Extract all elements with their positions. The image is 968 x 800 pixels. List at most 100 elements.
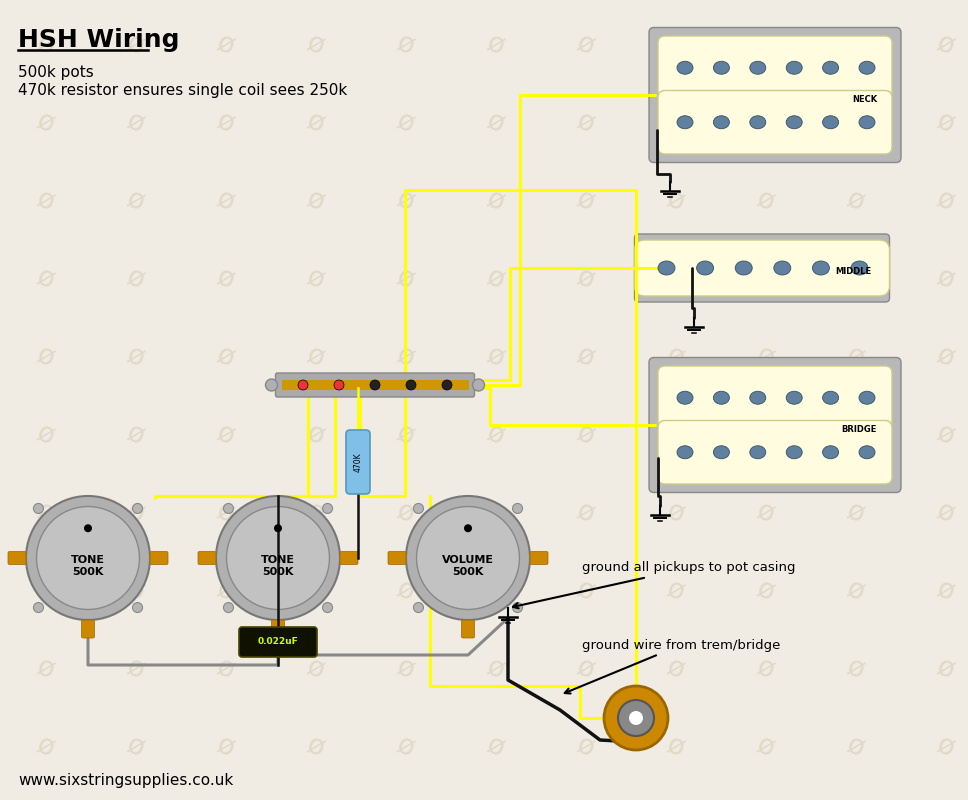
Circle shape	[869, 262, 882, 274]
Ellipse shape	[713, 446, 730, 458]
Text: ø: ø	[752, 185, 777, 217]
FancyBboxPatch shape	[346, 430, 370, 494]
Text: ø: ø	[572, 419, 597, 451]
Text: ø: ø	[392, 497, 418, 529]
Circle shape	[26, 496, 150, 620]
Text: HSH Wiring: HSH Wiring	[18, 28, 179, 52]
Text: ø: ø	[662, 419, 687, 451]
Ellipse shape	[658, 261, 675, 275]
Circle shape	[512, 602, 523, 613]
Text: ø: ø	[302, 575, 328, 607]
Text: ø: ø	[302, 107, 328, 139]
Ellipse shape	[823, 446, 838, 458]
Text: ø: ø	[122, 419, 148, 451]
Text: ø: ø	[662, 341, 687, 373]
Text: 470K: 470K	[353, 452, 362, 472]
Ellipse shape	[750, 62, 766, 74]
Text: ø: ø	[752, 29, 777, 61]
Text: ø: ø	[302, 29, 328, 61]
FancyBboxPatch shape	[388, 551, 406, 565]
FancyBboxPatch shape	[8, 551, 26, 565]
Circle shape	[442, 380, 452, 390]
Circle shape	[472, 379, 485, 391]
Text: ø: ø	[842, 653, 867, 685]
Text: ø: ø	[572, 341, 597, 373]
Text: ø: ø	[392, 107, 418, 139]
Text: TONE
500K: TONE 500K	[71, 555, 105, 577]
Circle shape	[406, 496, 530, 620]
Text: MIDDLE: MIDDLE	[835, 266, 871, 275]
Text: ø: ø	[752, 419, 777, 451]
Ellipse shape	[773, 261, 791, 275]
FancyBboxPatch shape	[462, 620, 474, 638]
Text: ø: ø	[212, 575, 238, 607]
Text: ø: ø	[752, 731, 777, 763]
Circle shape	[877, 418, 891, 432]
Ellipse shape	[736, 261, 752, 275]
Text: ø: ø	[662, 731, 687, 763]
Text: ø: ø	[32, 497, 58, 529]
Text: ø: ø	[302, 263, 328, 295]
Text: NECK: NECK	[852, 95, 877, 105]
Circle shape	[512, 503, 523, 514]
Circle shape	[322, 503, 333, 514]
Text: TONE
500K: TONE 500K	[261, 555, 295, 577]
Text: ø: ø	[482, 419, 508, 451]
Text: ø: ø	[842, 575, 867, 607]
Text: ø: ø	[662, 29, 687, 61]
Text: ø: ø	[662, 653, 687, 685]
Circle shape	[659, 418, 673, 432]
Ellipse shape	[697, 261, 713, 275]
Text: ø: ø	[212, 341, 238, 373]
Text: ø: ø	[932, 419, 957, 451]
FancyBboxPatch shape	[81, 620, 95, 638]
Text: ø: ø	[302, 497, 328, 529]
Text: ø: ø	[302, 419, 328, 451]
Text: ø: ø	[932, 185, 957, 217]
Circle shape	[227, 506, 329, 610]
Bar	[282, 380, 469, 390]
Text: ø: ø	[842, 419, 867, 451]
Text: ø: ø	[662, 263, 687, 295]
Text: ø: ø	[752, 341, 777, 373]
Circle shape	[265, 379, 278, 391]
Text: ø: ø	[932, 497, 957, 529]
Text: ø: ø	[392, 263, 418, 295]
Text: ø: ø	[752, 263, 777, 295]
Ellipse shape	[812, 261, 830, 275]
Text: ø: ø	[932, 107, 957, 139]
Ellipse shape	[677, 62, 693, 74]
Circle shape	[322, 602, 333, 613]
Text: ø: ø	[302, 341, 328, 373]
Text: ø: ø	[122, 497, 148, 529]
Text: www.sixstringsupplies.co.uk: www.sixstringsupplies.co.uk	[18, 773, 233, 788]
Text: ø: ø	[572, 263, 597, 295]
Text: ø: ø	[572, 731, 597, 763]
Circle shape	[464, 524, 472, 532]
Text: ø: ø	[662, 185, 687, 217]
Text: ø: ø	[662, 575, 687, 607]
FancyBboxPatch shape	[276, 373, 474, 397]
Ellipse shape	[786, 391, 802, 404]
Text: ø: ø	[752, 107, 777, 139]
Circle shape	[618, 700, 654, 736]
Text: ø: ø	[662, 497, 687, 529]
Ellipse shape	[851, 261, 868, 275]
Ellipse shape	[823, 116, 838, 129]
Text: ø: ø	[572, 185, 597, 217]
Text: ø: ø	[482, 731, 508, 763]
Text: ø: ø	[302, 185, 328, 217]
FancyBboxPatch shape	[658, 366, 892, 430]
Text: ø: ø	[932, 653, 957, 685]
Text: ø: ø	[482, 575, 508, 607]
Ellipse shape	[823, 62, 838, 74]
Text: ø: ø	[932, 263, 957, 295]
Text: ø: ø	[122, 575, 148, 607]
Text: ø: ø	[482, 107, 508, 139]
Text: ø: ø	[122, 263, 148, 295]
Text: ø: ø	[662, 107, 687, 139]
Text: ø: ø	[932, 731, 957, 763]
Text: ø: ø	[302, 731, 328, 763]
Circle shape	[659, 88, 673, 102]
FancyBboxPatch shape	[530, 551, 548, 565]
